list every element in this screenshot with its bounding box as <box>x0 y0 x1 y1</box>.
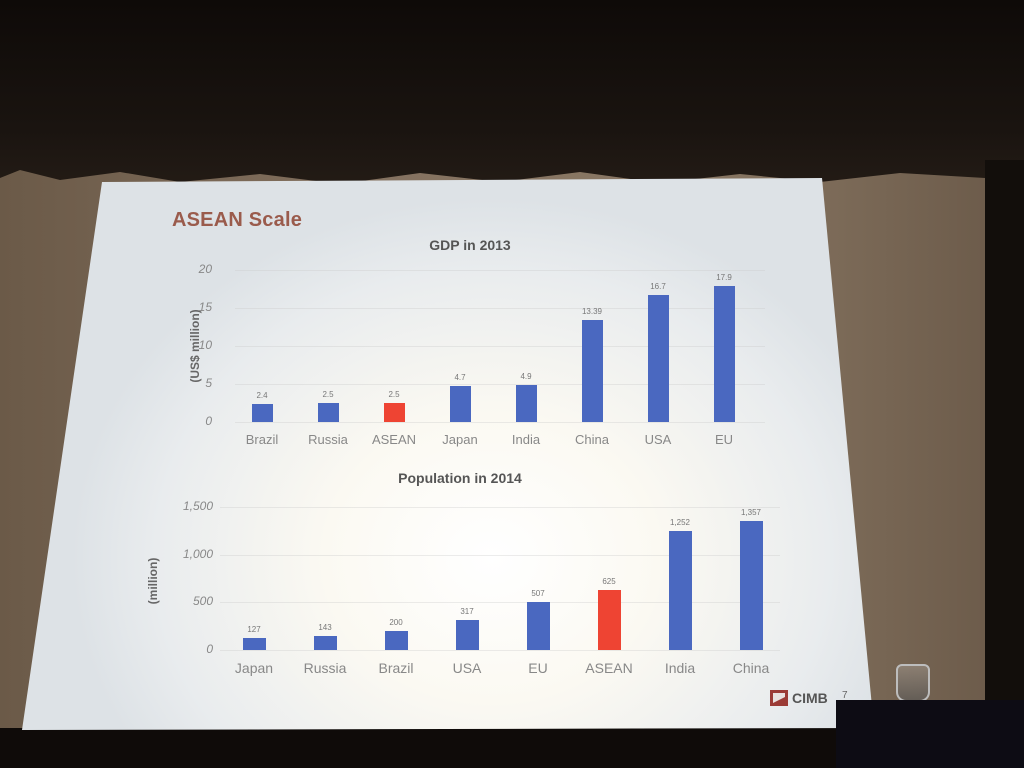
slide-title: ASEAN Scale <box>172 209 303 231</box>
bar-eu <box>526 601 550 650</box>
x-category-label: China <box>732 660 770 676</box>
bar-brazil <box>384 630 408 650</box>
y-tick-label: 500 <box>192 594 213 609</box>
x-category-label: USA <box>452 660 482 676</box>
gdp-chart-title: GDP in 2013 <box>429 237 511 253</box>
gridline <box>235 346 765 347</box>
bar-asean <box>383 403 405 422</box>
bar-value-label: 317 <box>460 606 474 616</box>
gridline <box>235 384 765 385</box>
bar-asean <box>597 590 621 650</box>
y-tick-label: 1,000 <box>182 546 213 561</box>
x-category-label: USA <box>644 432 672 447</box>
bar-india <box>515 384 537 422</box>
slide-page-number: 7 <box>842 690 848 701</box>
bar-value-label: 2.4 <box>256 390 268 400</box>
cimb-logo-text: CIMB <box>792 690 828 706</box>
x-category-label: EU <box>528 660 548 676</box>
stage-curtain <box>0 0 1024 185</box>
side-shadow <box>985 160 1024 768</box>
bar-value-label: 16.7 <box>650 282 666 292</box>
x-category-label: EU <box>714 432 734 447</box>
x-category-label: India <box>511 432 541 447</box>
gridline <box>220 602 780 604</box>
x-category-label: Brazil <box>378 660 414 676</box>
cimb-logo: CIMB <box>770 690 828 706</box>
bar-china <box>739 520 763 650</box>
x-category-label: Brazil <box>245 432 279 447</box>
gridline <box>220 507 780 508</box>
bar-value-label: 17.9 <box>716 272 732 282</box>
podium <box>836 700 1024 768</box>
bar-russia <box>317 403 339 422</box>
y-tick-label: 10 <box>198 338 212 352</box>
y-tick-label: 1,500 <box>182 499 213 513</box>
x-category-label: ASEAN <box>371 432 417 447</box>
gridline <box>235 422 765 423</box>
bar-value-label: 13.39 <box>581 307 603 317</box>
bar-value-label: 200 <box>389 617 403 627</box>
bar-brazil <box>251 403 273 422</box>
bar-value-label: 1,252 <box>669 517 691 527</box>
gridline <box>235 270 765 271</box>
y-tick-label: 0 <box>206 642 213 656</box>
bar-russia <box>313 636 337 650</box>
gridline <box>235 308 765 309</box>
x-category-label: Russia <box>303 660 347 676</box>
y-tick-label: 0 <box>205 414 212 428</box>
population-y-axis-label: (million) <box>146 557 160 605</box>
bar-value-label: 507 <box>531 588 545 598</box>
bar-usa <box>455 619 479 650</box>
x-category-label: India <box>664 660 696 676</box>
bar-value-label: 143 <box>318 623 332 633</box>
bar-japan <box>242 637 266 650</box>
bar-india <box>668 530 692 650</box>
bar-value-label: 4.7 <box>454 373 466 383</box>
bar-value-label: 127 <box>247 624 261 634</box>
bar-value-label: 2.5 <box>388 390 400 399</box>
population-chart-title: Population in 2014 <box>398 470 522 486</box>
bar-value-label: 1,357 <box>740 507 762 517</box>
y-tick-label: 5 <box>205 376 212 390</box>
x-category-label: China <box>575 432 609 447</box>
bar-eu <box>713 285 735 422</box>
bar-value-label: 625 <box>602 577 616 587</box>
bar-usa <box>647 295 669 422</box>
bar-china <box>581 320 603 422</box>
projected-slide <box>22 178 874 730</box>
bar-value-label: 4.9 <box>520 371 532 381</box>
gridline <box>220 650 780 651</box>
bar-value-label: 2.5 <box>322 390 334 399</box>
gridline <box>220 554 780 556</box>
x-category-label: Japan <box>442 432 478 447</box>
x-category-label: ASEAN <box>585 660 633 676</box>
cimb-logo-icon <box>770 690 788 706</box>
water-glass <box>896 664 930 702</box>
y-tick-label: 15 <box>198 300 212 314</box>
bar-japan <box>449 386 471 422</box>
x-category-label: Japan <box>234 660 274 676</box>
x-category-label: Russia <box>308 432 348 447</box>
y-tick-label: 20 <box>198 262 212 276</box>
